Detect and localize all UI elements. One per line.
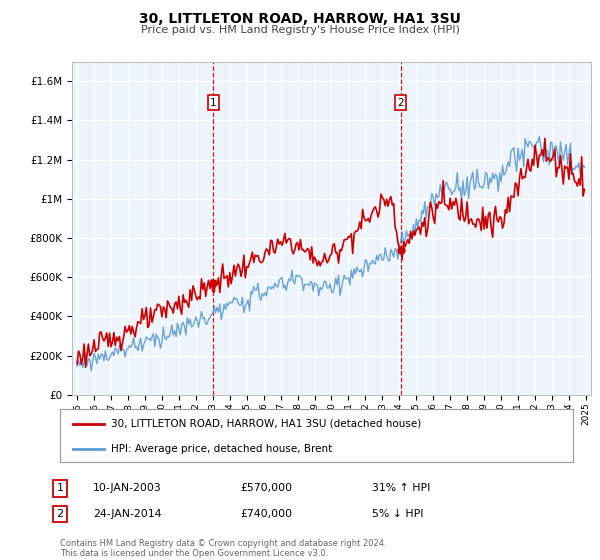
Text: 24-JAN-2014: 24-JAN-2014 bbox=[93, 509, 161, 519]
Text: 5% ↓ HPI: 5% ↓ HPI bbox=[372, 509, 424, 519]
Text: 1: 1 bbox=[56, 483, 64, 493]
Text: £740,000: £740,000 bbox=[240, 509, 292, 519]
Text: 10-JAN-2003: 10-JAN-2003 bbox=[93, 483, 162, 493]
Text: 1: 1 bbox=[210, 98, 217, 108]
Text: 30, LITTLETON ROAD, HARROW, HA1 3SU: 30, LITTLETON ROAD, HARROW, HA1 3SU bbox=[139, 12, 461, 26]
Text: 2: 2 bbox=[397, 98, 404, 108]
Text: 30, LITTLETON ROAD, HARROW, HA1 3SU (detached house): 30, LITTLETON ROAD, HARROW, HA1 3SU (det… bbox=[112, 419, 422, 429]
Text: 31% ↑ HPI: 31% ↑ HPI bbox=[372, 483, 430, 493]
Text: HPI: Average price, detached house, Brent: HPI: Average price, detached house, Bren… bbox=[112, 444, 332, 454]
Text: £570,000: £570,000 bbox=[240, 483, 292, 493]
Text: Contains HM Land Registry data © Crown copyright and database right 2024.
This d: Contains HM Land Registry data © Crown c… bbox=[60, 539, 386, 558]
Text: Price paid vs. HM Land Registry's House Price Index (HPI): Price paid vs. HM Land Registry's House … bbox=[140, 25, 460, 35]
Text: 2: 2 bbox=[56, 509, 64, 519]
